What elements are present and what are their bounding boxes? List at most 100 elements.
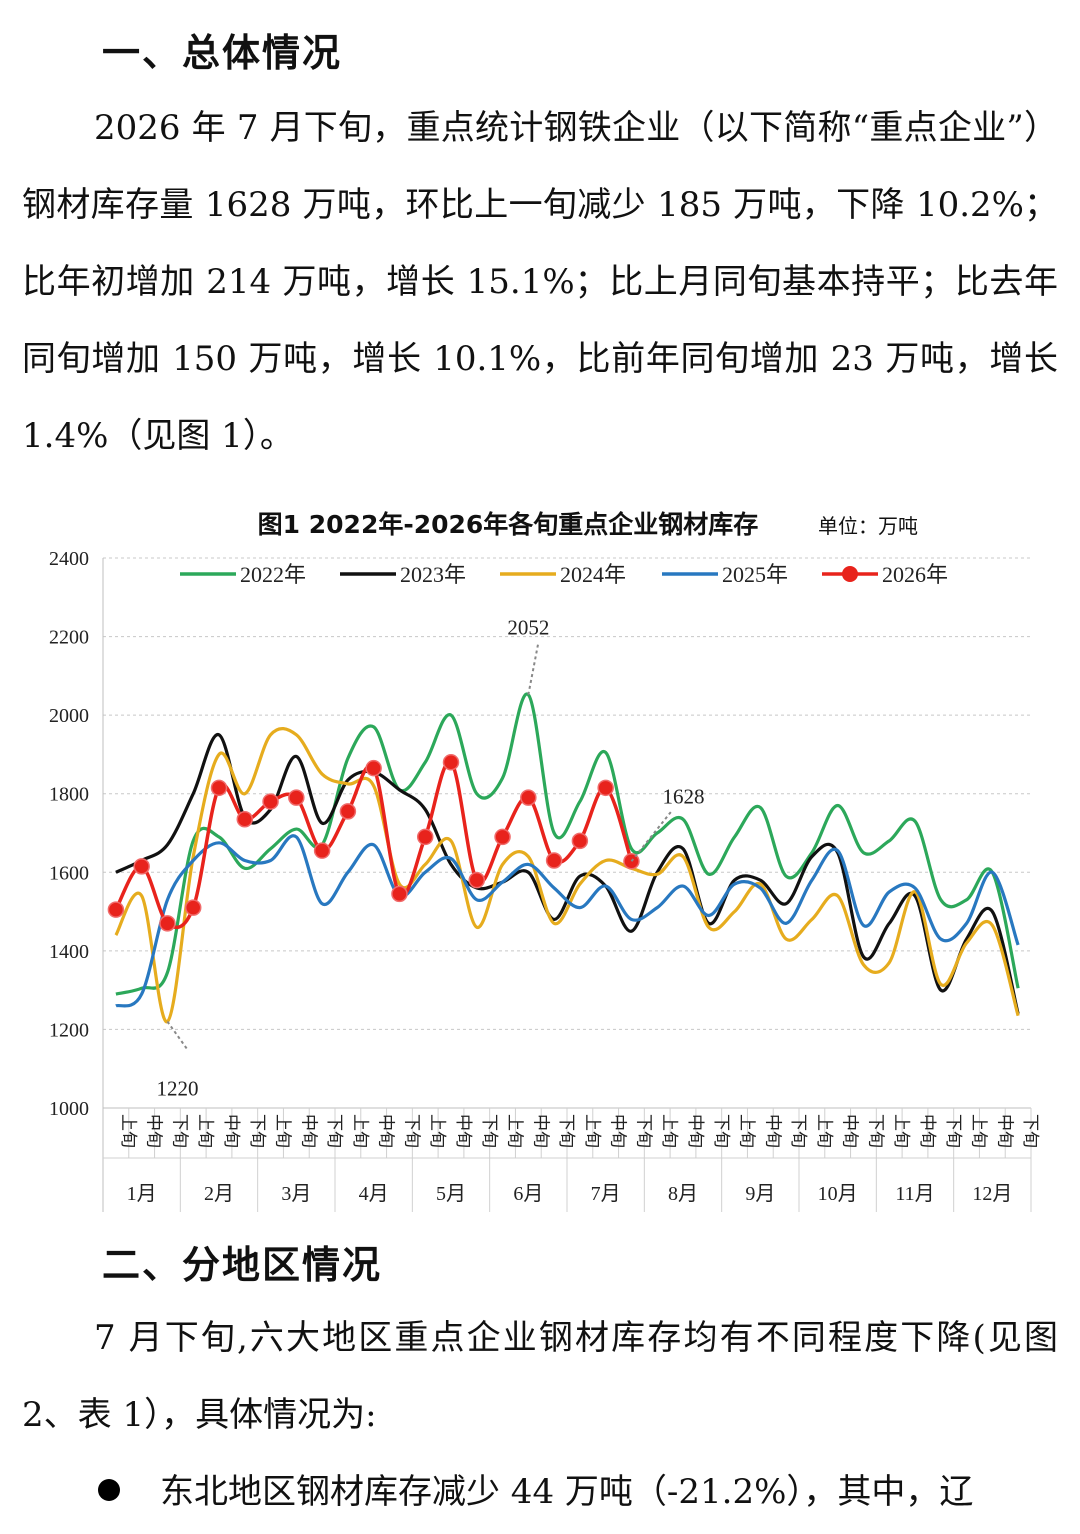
- data-point: [107, 901, 125, 918]
- y-tick-label: 2400: [49, 548, 89, 570]
- x-tick-label-group: 中旬: [222, 1114, 241, 1148]
- annotation-leader: [630, 810, 673, 862]
- x-tick-label-group: 上旬: [583, 1114, 602, 1148]
- legend-label: 2025年: [722, 562, 788, 587]
- x-tick-label-group: 上旬: [738, 1114, 757, 1148]
- data-point: [391, 885, 408, 903]
- x-tick-label: 上旬: [196, 1114, 215, 1148]
- x-tick-label-group: 上旬: [660, 1114, 679, 1148]
- x-tick-label: 中旬: [454, 1114, 473, 1148]
- x-tick-label: 下旬: [712, 1114, 731, 1148]
- x-tick-label: 下旬: [634, 1114, 653, 1148]
- x-tick-label-group: 中旬: [763, 1114, 782, 1148]
- chart-unit: 单位：万吨: [818, 515, 918, 538]
- x-tick-label-group: 下旬: [944, 1114, 963, 1148]
- month-label: 7月: [591, 1183, 621, 1205]
- data-point: [545, 852, 563, 869]
- x-tick-label-group: 上旬: [428, 1114, 447, 1148]
- data-point: [597, 779, 614, 797]
- x-tick-label: 上旬: [119, 1114, 138, 1148]
- x-tick-label: 上旬: [506, 1114, 525, 1148]
- x-tick-label: 下旬: [789, 1114, 808, 1148]
- x-tick-label: 中旬: [377, 1114, 396, 1148]
- x-tick-label-group: 下旬: [789, 1114, 808, 1148]
- section-1-heading: 一、总体情况: [102, 31, 343, 75]
- x-tick-label: 下旬: [170, 1114, 189, 1148]
- annotation-label: 2052: [507, 616, 549, 640]
- bullet-text: 东北地区钢材库存减少 44 万吨（-21.2%），其中，辽: [160, 1472, 974, 1512]
- x-tick-label: 下旬: [402, 1114, 421, 1148]
- series-line: [114, 760, 634, 930]
- annotation-leader: [166, 1020, 189, 1051]
- section-2-heading: 二、分地区情况: [102, 1243, 383, 1287]
- x-tick-label: 中旬: [145, 1114, 164, 1148]
- month-label: 3月: [281, 1183, 311, 1205]
- month-label: 12月: [972, 1183, 1012, 1205]
- series-line: [115, 692, 1020, 996]
- x-tick-label: 下旬: [248, 1114, 267, 1148]
- month-label: 1月: [127, 1183, 157, 1205]
- bullet-dot-icon: [98, 1479, 120, 1501]
- x-tick-label-group: 中旬: [995, 1114, 1014, 1148]
- x-tick-label: 上旬: [970, 1114, 989, 1148]
- x-tick-label-group: 下旬: [170, 1114, 189, 1148]
- x-tick-label: 中旬: [841, 1114, 860, 1148]
- month-label: 5月: [436, 1183, 466, 1205]
- data-point: [442, 754, 460, 771]
- chart-title: 图1 2022年-2026年各旬重点企业钢材库存: [258, 510, 759, 539]
- x-tick-label: 下旬: [480, 1114, 499, 1148]
- annotation-label: 1220: [156, 1077, 198, 1101]
- legend-label: 2024年: [560, 562, 626, 587]
- x-tick-label: 上旬: [815, 1114, 834, 1148]
- month-label: 6月: [513, 1183, 543, 1205]
- x-tick-label: 下旬: [557, 1114, 576, 1148]
- x-tick-label-group: 中旬: [299, 1114, 318, 1148]
- x-tick-label: 中旬: [531, 1114, 550, 1148]
- x-tick-label-group: 上旬: [196, 1114, 215, 1148]
- data-point: [184, 899, 202, 916]
- x-tick-label: 上旬: [738, 1114, 757, 1148]
- x-tick-label-group: 上旬: [119, 1114, 138, 1148]
- series-line: [115, 733, 1020, 1015]
- month-label: 8月: [668, 1183, 698, 1205]
- x-tick-label: 中旬: [299, 1114, 318, 1148]
- data-point: [468, 871, 486, 889]
- x-tick-label-group: 上旬: [892, 1114, 911, 1148]
- x-tick-label: 中旬: [995, 1114, 1014, 1148]
- x-tick-label: 下旬: [1021, 1114, 1040, 1148]
- x-tick-label-group: 下旬: [1021, 1114, 1040, 1148]
- y-tick-label: 1200: [49, 1019, 89, 1041]
- y-tick-label: 2000: [49, 705, 89, 727]
- series-line: [115, 834, 1020, 1008]
- x-tick-label-group: 中旬: [686, 1114, 705, 1148]
- x-tick-label-group: 下旬: [557, 1114, 576, 1148]
- month-label: 4月: [359, 1183, 389, 1205]
- x-tick-label-group: 中旬: [918, 1114, 937, 1148]
- month-label: 11月: [895, 1183, 934, 1205]
- x-tick-label: 上旬: [351, 1114, 370, 1148]
- x-tick-label: 上旬: [274, 1114, 293, 1148]
- legend-marker: [842, 566, 858, 582]
- x-tick-label-group: 中旬: [841, 1114, 860, 1148]
- x-tick-label: 中旬: [918, 1114, 937, 1148]
- x-tick-label: 下旬: [325, 1114, 344, 1148]
- x-tick-label-group: 中旬: [531, 1114, 550, 1148]
- x-tick-label: 上旬: [583, 1114, 602, 1148]
- data-point: [494, 828, 511, 846]
- legend-label: 2023年: [400, 562, 466, 587]
- x-tick-label: 下旬: [866, 1114, 885, 1148]
- x-tick-label-group: 下旬: [325, 1114, 344, 1148]
- x-tick-label-group: 中旬: [454, 1114, 473, 1148]
- y-tick-label: 2200: [49, 627, 89, 649]
- x-tick-label-group: 下旬: [248, 1114, 267, 1148]
- x-tick-label: 中旬: [222, 1114, 241, 1148]
- x-tick-label-group: 中旬: [377, 1114, 396, 1148]
- data-point: [236, 811, 254, 828]
- x-tick-label-group: 下旬: [634, 1114, 653, 1148]
- month-label: 2月: [204, 1183, 234, 1205]
- data-point: [133, 858, 150, 875]
- legend-label: 2022年: [240, 562, 306, 587]
- annotation-leader: [527, 642, 540, 695]
- x-tick-label-group: 下旬: [712, 1114, 731, 1148]
- month-label: 9月: [745, 1183, 775, 1205]
